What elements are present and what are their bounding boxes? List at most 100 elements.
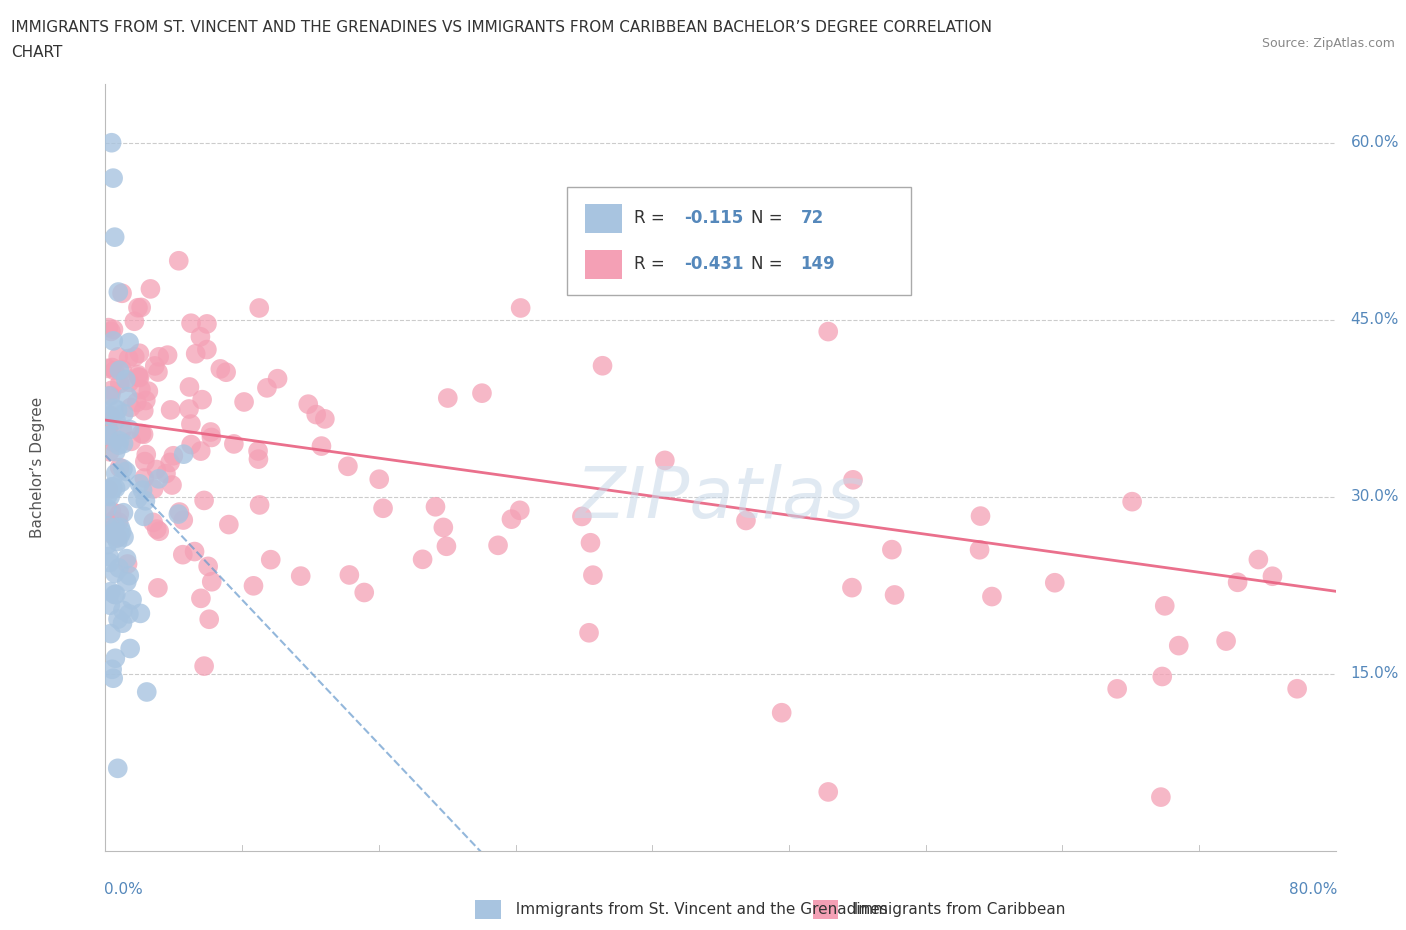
Point (209, 362, 232, 377)
Point (1215, 633, 1237, 648)
Point (111, 616, 134, 631)
Point (101, 171, 124, 186)
Point (97, 320, 120, 335)
Point (107, 285, 129, 299)
Text: CHART: CHART (11, 45, 63, 60)
Point (135, 393, 157, 408)
Point (107, 612, 129, 627)
Point (337, 567, 360, 582)
Point (100, 389, 122, 404)
Point (981, 589, 1004, 604)
Point (471, 386, 494, 401)
Point (105, 531, 128, 546)
Point (215, 365, 238, 379)
Point (127, 300, 149, 315)
Point (124, 313, 146, 328)
Point (98, 445, 121, 459)
Point (101, 526, 124, 541)
Point (103, 322, 125, 337)
Point (120, 434, 142, 449)
Point (104, 230, 127, 245)
Point (108, 506, 131, 521)
Point (305, 407, 328, 422)
Point (132, 427, 155, 442)
Point (148, 350, 170, 365)
Point (138, 384, 160, 399)
Point (247, 300, 270, 315)
Point (100, 324, 122, 339)
Point (135, 684, 157, 699)
Point (128, 369, 150, 384)
Point (578, 625, 600, 640)
Point (118, 335, 141, 350)
Point (100, 383, 122, 398)
Point (98, 555, 121, 570)
Point (100, 526, 122, 541)
Point (177, 402, 200, 417)
Point (162, 448, 184, 463)
Point (120, 400, 142, 415)
Point (197, 559, 219, 574)
FancyBboxPatch shape (567, 187, 911, 295)
Point (145, 522, 167, 537)
Point (432, 520, 454, 535)
Point (108, 561, 131, 576)
Text: N =: N = (751, 209, 789, 227)
Text: Source: ZipAtlas.com: Source: ZipAtlas.com (1261, 37, 1395, 50)
Point (115, 551, 138, 566)
Point (193, 658, 215, 673)
Point (112, 406, 135, 421)
Point (101, 479, 124, 494)
Point (195, 342, 218, 357)
Point (104, 481, 127, 496)
Point (131, 426, 153, 441)
Point (159, 455, 181, 470)
Point (167, 253, 190, 268)
Point (592, 358, 614, 373)
Point (883, 588, 905, 603)
Point (107, 438, 129, 453)
Point (148, 472, 170, 486)
Point (96, 524, 118, 538)
Point (128, 346, 150, 361)
Point (1167, 638, 1189, 653)
Text: 60.0%: 60.0% (1350, 135, 1399, 151)
Point (101, 480, 124, 495)
Point (108, 363, 131, 378)
Point (1261, 569, 1284, 584)
Point (97, 420, 120, 435)
Point (104, 520, 127, 535)
Point (108, 433, 131, 448)
Point (104, 565, 127, 580)
Point (198, 612, 221, 627)
Point (582, 567, 605, 582)
Point (111, 461, 134, 476)
Point (112, 530, 135, 545)
Point (118, 375, 141, 390)
Point (104, 587, 127, 602)
Point (571, 509, 593, 524)
Point (817, 785, 839, 800)
Point (266, 371, 288, 386)
Point (104, 466, 127, 481)
Point (200, 425, 222, 440)
Point (101, 482, 124, 497)
Point (128, 476, 150, 491)
Text: 72: 72 (800, 209, 824, 227)
Point (159, 403, 181, 418)
Point (1107, 682, 1129, 697)
Point (969, 542, 991, 557)
Point (191, 392, 214, 407)
Point (96, 428, 118, 443)
Point (97, 482, 120, 497)
Point (172, 512, 194, 527)
Point (96, 361, 118, 376)
Point (98, 549, 121, 564)
Point (129, 606, 152, 621)
Point (129, 382, 152, 397)
Point (247, 452, 270, 467)
Point (98, 389, 121, 404)
Point (97, 407, 120, 422)
Point (104, 587, 127, 602)
Point (486, 538, 509, 552)
